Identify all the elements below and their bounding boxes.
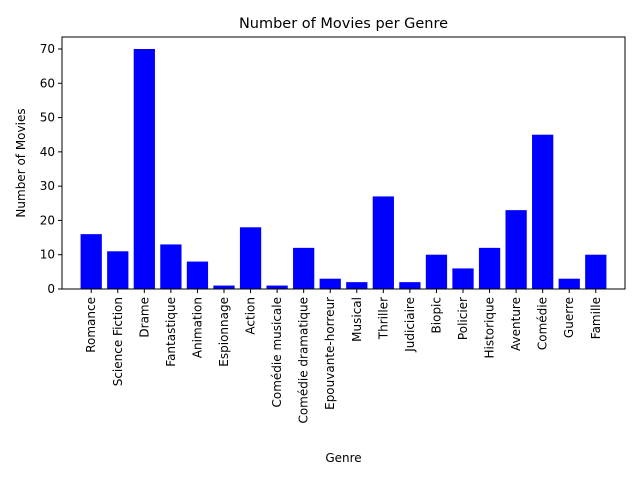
bar-thriller [372, 196, 394, 289]
x-tick-label: Famille [589, 297, 603, 339]
bar-epouvante-horreur [319, 278, 341, 289]
x-tick-label: Guerre [562, 297, 576, 338]
x-tick-label: Policier [456, 297, 470, 340]
x-tick-label: Historique [483, 297, 497, 359]
x-tick-label: Romance [84, 297, 98, 353]
bar-aventure [505, 210, 527, 289]
x-tick-label: Judiciaire [403, 297, 417, 353]
y-tick-label: 0 [47, 282, 55, 296]
bar-fantastique [160, 244, 182, 289]
y-tick-label: 20 [40, 213, 55, 227]
y-tick-label: 50 [40, 111, 55, 125]
x-tick-label: Comédie musicale [270, 297, 284, 408]
x-tick-label: Aventure [509, 297, 523, 351]
bar-policier [452, 268, 474, 289]
bar-animation [186, 261, 209, 289]
bar-com-die-musicale [266, 285, 288, 289]
axes-frame [61, 36, 626, 290]
x-tick-label: Action [244, 297, 258, 335]
y-tick-label: 70 [40, 42, 55, 56]
x-tick-label: Science Fiction [111, 297, 125, 386]
bar-musical [346, 282, 368, 289]
x-tick-label: Biopic [429, 297, 443, 333]
x-axis-label: Genre [325, 451, 361, 465]
x-tick-label: Musical [350, 297, 364, 342]
bar-com-die [532, 134, 554, 289]
x-tick-label: Fantastique [164, 297, 178, 367]
bar-famille [585, 254, 607, 289]
bar-biopic [425, 254, 448, 289]
bar-guerre [558, 278, 580, 289]
bar-romance [80, 234, 102, 289]
bar-historique [478, 247, 501, 289]
bar-judiciaire [399, 282, 421, 289]
y-tick-label: 10 [40, 248, 55, 262]
bar-science-fiction [107, 251, 129, 289]
bar-com-die-dramatique [293, 247, 315, 289]
y-tick-label: 30 [40, 179, 55, 193]
bar-espionnage [213, 285, 235, 289]
bar-drame [133, 49, 155, 289]
bar-action [239, 227, 262, 289]
y-tick-label: 60 [40, 76, 55, 90]
x-tick-label: Animation [190, 297, 204, 358]
plot-area: 0 10 20 30 40 50 60 70 Romance Science Fiction Dra… [40, 36, 626, 424]
chart-title: Number of Movies per Genre [239, 16, 448, 32]
x-tick-label: Epouvante-horreur [323, 297, 337, 410]
x-tick-label: Comédie [536, 297, 550, 350]
x-tick-label: Drame [137, 297, 151, 338]
x-tick-label: Comédie dramatique [297, 297, 311, 424]
x-tick-label: Thriller [376, 297, 390, 340]
y-tick-label: 40 [40, 145, 55, 159]
y-axis-label: Number of Movies [14, 108, 28, 217]
x-tick-label: Espionnage [217, 297, 231, 367]
